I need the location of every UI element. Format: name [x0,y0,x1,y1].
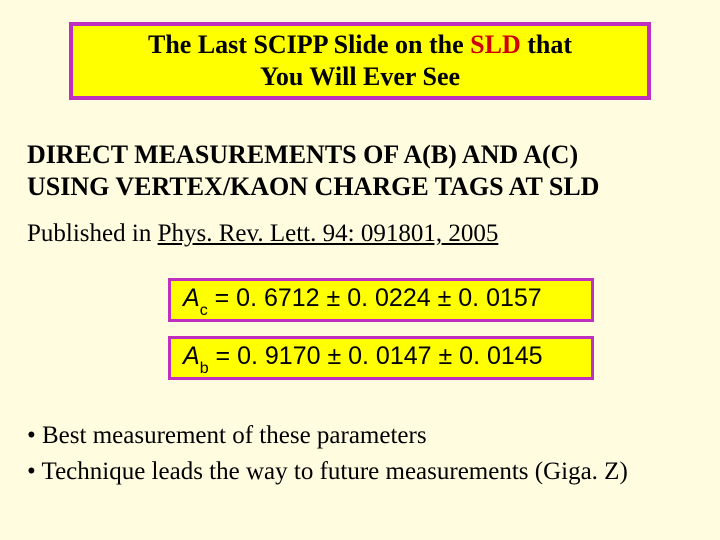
ac-eq: = 0. 6712 [208,284,327,312]
ab-sub: b [200,360,209,377]
heading-line1: DIRECT MEASUREMENTS OF A(B) AND A(C) [27,140,578,170]
ac-pm2: ± [438,284,452,312]
title-text: The Last SCIPP Slide on the SLD that You… [148,29,572,94]
title-box: The Last SCIPP Slide on the SLD that You… [69,22,651,100]
result-ab-text: Ab = 0. 9170 ± 0. 0147 ± 0. 0145 [183,342,543,375]
ac-symbol: A [183,284,200,312]
result-ac-text: Ac = 0. 6712 ± 0. 0224 ± 0. 0157 [183,284,542,317]
ab-v1: 0. 0147 [341,342,438,370]
ab-symbol: A [183,342,200,370]
result-ab-box: Ab = 0. 9170 ± 0. 0147 ± 0. 0145 [168,336,594,380]
title-part2: that [521,30,572,59]
ab-eq: = 0. 9170 [209,342,328,370]
heading-line2: USING VERTEX/KAON CHARGE TAGS AT SLD [27,172,599,202]
publication-line: Published in Phys. Rev. Lett. 94: 091801… [27,220,498,248]
title-sld: SLD [470,30,521,59]
ac-v1: 0. 0224 [340,284,437,312]
title-part1: The Last SCIPP Slide on the [148,30,470,59]
bullet-2: • Technique leads the way to future meas… [27,458,628,486]
publication-prefix: Published in [27,220,158,247]
ab-pm2: ± [439,342,453,370]
ac-v2: 0. 0157 [451,284,541,312]
ac-sub: c [200,302,208,319]
result-ac-box: Ac = 0. 6712 ± 0. 0224 ± 0. 0157 [168,278,594,322]
ab-pm1: ± [327,342,341,370]
publication-ref: Phys. Rev. Lett. 94: 091801, 2005 [158,220,499,247]
ac-pm1: ± [327,284,341,312]
ab-v2: 0. 0145 [452,342,542,370]
title-line2: You Will Ever See [260,62,460,91]
bullet-1: • Best measurement of these parameters [27,422,427,450]
